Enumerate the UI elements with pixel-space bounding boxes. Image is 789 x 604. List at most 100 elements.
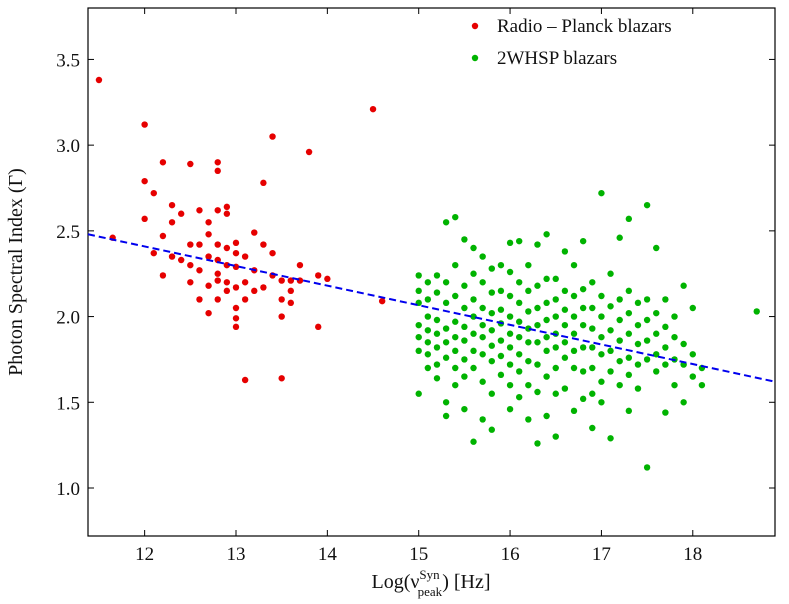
point [616, 381, 623, 389]
point [442, 354, 450, 361]
point [196, 207, 203, 214]
point [442, 399, 450, 406]
point [616, 234, 623, 241]
point [442, 339, 450, 346]
point [543, 299, 550, 307]
point [369, 105, 377, 113]
fit-line [87, 233, 776, 383]
legend-label: Radio – Planck blazars [497, 16, 672, 37]
point [287, 299, 295, 307]
point [442, 279, 450, 286]
point [643, 296, 651, 303]
point [232, 304, 240, 312]
point [534, 321, 541, 329]
point [470, 364, 477, 372]
point [506, 344, 514, 351]
point [570, 292, 578, 300]
point [433, 330, 441, 337]
point [150, 249, 157, 257]
point [196, 296, 203, 303]
point [232, 315, 240, 322]
point [543, 316, 550, 324]
point [479, 279, 486, 286]
point [452, 364, 459, 372]
point [488, 342, 495, 349]
point [424, 364, 432, 372]
point [534, 282, 541, 289]
point [260, 179, 267, 187]
point [653, 309, 660, 317]
point [671, 313, 678, 320]
series-0 [95, 76, 386, 384]
point [525, 381, 532, 389]
point [561, 321, 569, 329]
point [607, 303, 614, 310]
point [433, 375, 441, 382]
point [497, 306, 505, 313]
point [543, 373, 550, 380]
point [461, 323, 468, 331]
point [662, 323, 669, 331]
point [643, 337, 651, 344]
point [671, 381, 678, 389]
point [625, 215, 633, 223]
y-tick-label: 1.0 [56, 479, 80, 500]
point [488, 309, 495, 317]
point [589, 304, 596, 312]
point [534, 388, 541, 396]
point [278, 313, 285, 320]
point [479, 351, 486, 358]
point [543, 333, 550, 341]
point [205, 219, 212, 226]
point [415, 321, 422, 329]
point [415, 347, 422, 355]
point [516, 318, 523, 325]
point [525, 308, 532, 315]
point [634, 361, 642, 368]
point [543, 275, 550, 283]
point [643, 356, 651, 363]
point [278, 277, 285, 284]
point [561, 354, 569, 361]
x-label-sup: Syn [419, 567, 440, 582]
point [516, 351, 523, 358]
point [296, 261, 304, 269]
point [415, 390, 422, 397]
point [223, 287, 231, 295]
point [607, 347, 614, 355]
point [497, 287, 505, 295]
point [442, 299, 450, 307]
point [570, 313, 578, 320]
y-tick-label: 3.0 [56, 136, 80, 157]
point [168, 253, 176, 260]
point [315, 323, 322, 331]
point [525, 287, 532, 295]
point [552, 390, 559, 397]
point [634, 385, 642, 392]
point [452, 347, 459, 355]
point [452, 381, 459, 389]
point [561, 287, 569, 295]
point [689, 373, 696, 380]
point [241, 279, 249, 286]
plot-frame [87, 7, 776, 537]
point [433, 289, 441, 296]
point [525, 357, 532, 365]
point [470, 270, 477, 277]
point [643, 464, 651, 471]
point [516, 333, 523, 341]
x-tick-label: 14 [318, 544, 338, 565]
point [168, 219, 176, 226]
x-tick-label: 17 [592, 544, 611, 565]
point [525, 339, 532, 346]
point [689, 304, 696, 312]
point [616, 357, 623, 365]
point [269, 133, 276, 140]
point [177, 210, 185, 217]
point [598, 378, 605, 385]
point [552, 364, 559, 372]
point [214, 207, 221, 214]
point [159, 272, 167, 279]
point [506, 292, 514, 300]
